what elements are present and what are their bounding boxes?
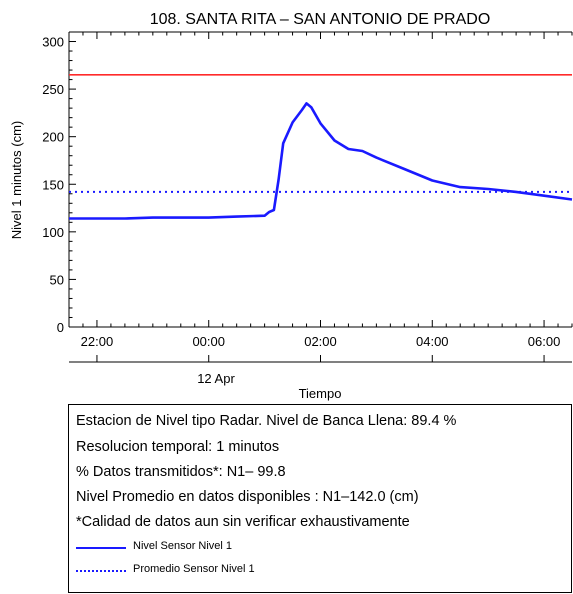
info-line-resolution: Resolucion temporal: 1 minutos bbox=[76, 439, 280, 455]
y-tick-label: 200 bbox=[42, 130, 64, 145]
info-legend-box: Estacion de Nivel tipo Radar. Nivel de B… bbox=[68, 404, 572, 593]
legend-label-sensor: Nivel Sensor Nivel 1 bbox=[133, 540, 233, 552]
y-tick-label: 50 bbox=[50, 272, 64, 287]
chart-title: 108. SANTA RITA – SAN ANTONIO DE PRADO bbox=[150, 11, 491, 28]
legend-entry-average: Promedio Sensor Nivel 1 bbox=[76, 563, 326, 579]
y-tick-label: 100 bbox=[42, 225, 64, 240]
y-tick-label: 0 bbox=[57, 320, 64, 335]
sensor-level-line bbox=[69, 102, 573, 220]
legend-swatch-dotted bbox=[76, 570, 126, 572]
info-line-transmitted: % Datos transmitidos*: N1– 99.8 bbox=[76, 464, 286, 480]
x-tick-label: 22:00 bbox=[81, 334, 114, 349]
y-tick-label: 300 bbox=[42, 35, 64, 50]
y-tick-label: 250 bbox=[42, 82, 64, 97]
x-tick-label: 02:00 bbox=[304, 334, 337, 349]
plot-area: 0 50 100 150 200 250 300 22:00 00:00 02:00 04:00 06… bbox=[42, 31, 573, 363]
x-tick-label: 04:00 bbox=[416, 334, 449, 349]
date-label: 12 Apr bbox=[197, 371, 235, 386]
x-tick-label: 06:00 bbox=[528, 334, 561, 349]
y-axis-label: Nivel 1 minutos (cm) bbox=[9, 121, 24, 239]
info-line-average: Nivel Promedio en datos disponibles : N1… bbox=[76, 489, 419, 505]
info-line-station: Estacion de Nivel tipo Radar. Nivel de B… bbox=[76, 413, 457, 429]
legend-label-average: Promedio Sensor Nivel 1 bbox=[133, 563, 255, 575]
legend-entry-sensor: Nivel Sensor Nivel 1 bbox=[76, 540, 326, 556]
x-tick-label: 00:00 bbox=[192, 334, 225, 349]
y-tick-label: 150 bbox=[42, 177, 64, 192]
x-axis-label: Tiempo bbox=[299, 386, 342, 401]
level-chart: 108. SANTA RITA – SAN ANTONIO DE PRADO 0… bbox=[9, 11, 573, 401]
info-line-quality-note: *Calidad de datos aun sin verificar exha… bbox=[76, 514, 410, 530]
legend-swatch-solid bbox=[76, 547, 126, 549]
